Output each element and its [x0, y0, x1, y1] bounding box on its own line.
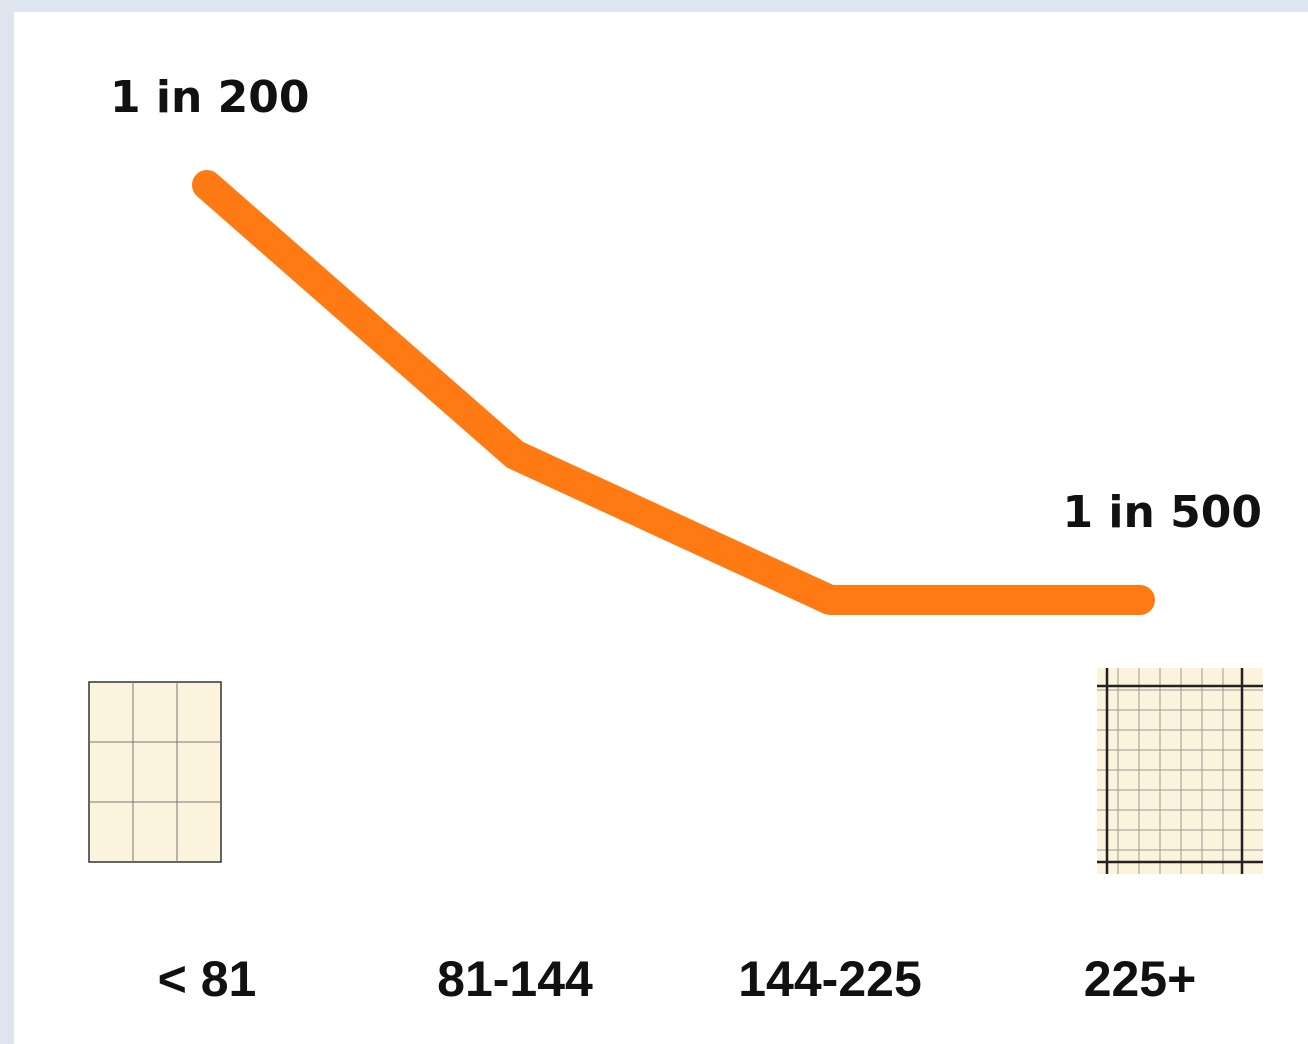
line	[192, 170, 1155, 615]
x-tick-label: < 81	[158, 951, 257, 1007]
value-label: 1 in 200	[110, 72, 310, 123]
value-label: 1 in 500	[1062, 487, 1262, 538]
large-grid-icon	[1097, 668, 1263, 874]
x-tick-label: 81-144	[437, 951, 593, 1007]
x-tick-label: 225+	[1084, 951, 1197, 1007]
small-grid-icon	[88, 681, 222, 863]
x-tick-label: 144-225	[738, 951, 922, 1007]
